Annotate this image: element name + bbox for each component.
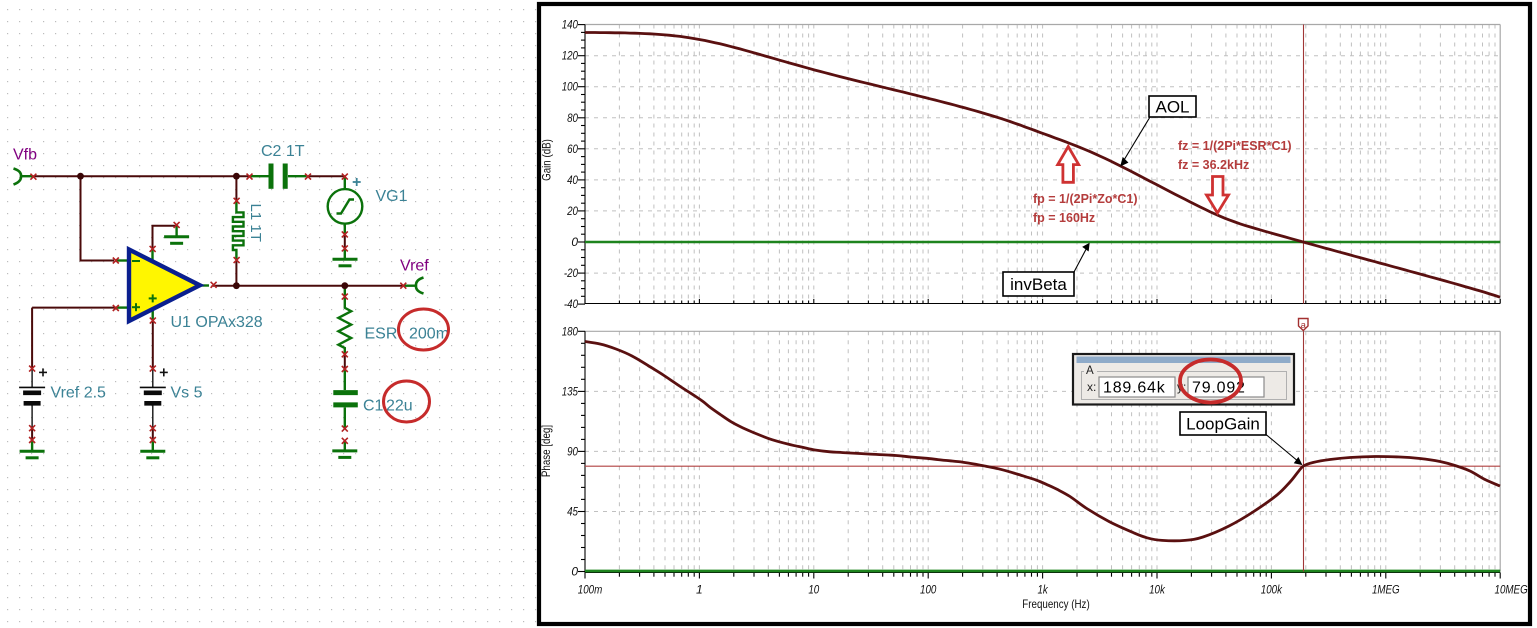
- svg-text:1MEG: 1MEG: [1372, 583, 1400, 597]
- svg-text:135: 135: [562, 384, 579, 398]
- svg-text:120: 120: [562, 49, 579, 63]
- svg-text:1k: 1k: [1037, 583, 1048, 597]
- svg-text:22u: 22u: [386, 398, 413, 415]
- svg-text:Gain (dB): Gain (dB): [540, 139, 554, 181]
- svg-text:45: 45: [567, 505, 578, 519]
- svg-text:-20: -20: [564, 266, 578, 280]
- svg-text:90: 90: [567, 444, 578, 458]
- svg-text:0: 0: [571, 565, 578, 579]
- svg-text:x:: x:: [1087, 380, 1096, 394]
- svg-text:10k: 10k: [1149, 583, 1166, 597]
- svg-text:100: 100: [920, 583, 937, 597]
- svg-text:Vfb: Vfb: [13, 147, 37, 164]
- svg-text:C2 1T: C2 1T: [261, 143, 305, 160]
- svg-text:189.64k: 189.64k: [1103, 380, 1166, 397]
- svg-text:80: 80: [567, 111, 578, 125]
- svg-text:fz = 1/(2Pi*ESR*C1): fz = 1/(2Pi*ESR*C1): [1178, 139, 1292, 153]
- svg-text:100m: 100m: [578, 583, 603, 597]
- svg-text:40: 40: [567, 173, 578, 187]
- svg-text:200m: 200m: [409, 326, 449, 343]
- svg-text:180: 180: [562, 324, 579, 338]
- svg-text:U1 OPAx328: U1 OPAx328: [171, 314, 263, 331]
- svg-text:LoopGain: LoopGain: [1186, 415, 1260, 434]
- svg-text:ESR: ESR: [365, 326, 398, 343]
- svg-text:L1 1T: L1 1T: [247, 204, 264, 242]
- svg-text:Vref 2.5: Vref 2.5: [51, 385, 107, 402]
- svg-text:-40: -40: [564, 297, 578, 311]
- svg-text:20: 20: [566, 204, 578, 218]
- svg-text:Phase [deg]: Phase [deg]: [539, 425, 553, 477]
- svg-text:140: 140: [562, 18, 579, 32]
- svg-text:VG1: VG1: [376, 188, 408, 205]
- svg-text:100: 100: [562, 80, 579, 94]
- svg-text:0: 0: [571, 235, 578, 249]
- svg-text:AOL: AOL: [1155, 98, 1189, 117]
- svg-text:10: 10: [808, 583, 819, 597]
- svg-text:79.092: 79.092: [1192, 380, 1246, 397]
- svg-text:invBeta: invBeta: [1010, 275, 1067, 294]
- svg-text:10MEG: 10MEG: [1495, 583, 1528, 597]
- svg-text:Frequency (Hz): Frequency (Hz): [1022, 597, 1089, 611]
- svg-text:100k: 100k: [1261, 583, 1283, 597]
- svg-text:a: a: [1301, 320, 1307, 331]
- svg-text:fz = 36.2kHz: fz = 36.2kHz: [1178, 158, 1249, 172]
- svg-text:A: A: [1086, 365, 1094, 377]
- svg-text:Vref: Vref: [400, 258, 429, 275]
- svg-text:C1: C1: [363, 398, 384, 415]
- svg-text:fp = 160Hz: fp = 160Hz: [1033, 211, 1095, 225]
- svg-text:1: 1: [696, 583, 703, 597]
- svg-text:fp = 1/(2Pi*Zo*C1): fp = 1/(2Pi*Zo*C1): [1033, 192, 1138, 206]
- svg-text:60: 60: [567, 142, 578, 156]
- svg-text:Vs 5: Vs 5: [171, 385, 203, 402]
